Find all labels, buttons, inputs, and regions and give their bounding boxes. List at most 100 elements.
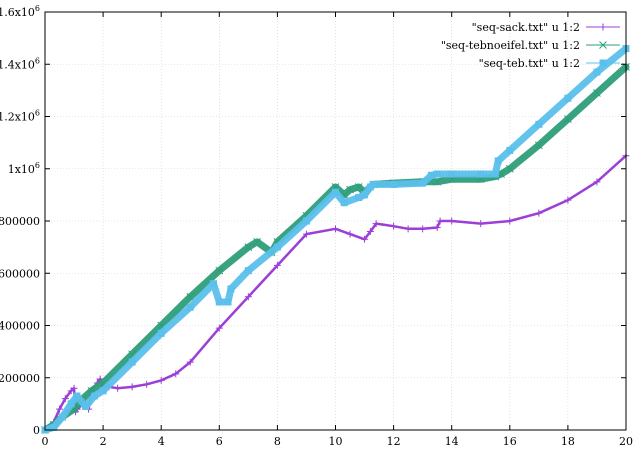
data-point — [433, 177, 442, 186]
data-point — [50, 423, 58, 431]
data-point — [215, 324, 223, 332]
data-point — [477, 170, 485, 178]
x-tick-label: 6 — [216, 435, 223, 448]
data-point — [419, 179, 427, 187]
data-point — [244, 267, 252, 275]
data-point — [244, 243, 253, 251]
data-point — [564, 196, 572, 204]
legend-label: "seq-sack.txt" u 1:2 — [472, 21, 580, 34]
data-point — [215, 266, 224, 275]
y-tick-label: 0 — [33, 424, 40, 437]
data-point — [227, 285, 235, 293]
legend-label: "seq-teb.txt" u 1:2 — [479, 57, 580, 70]
data-point — [372, 220, 380, 228]
legend: "seq-sack.txt" u 1:2 "seq-tebnoeifel.txt"… — [441, 21, 620, 70]
x-tick-label: 4 — [158, 435, 165, 448]
y-tick-label: 200000 — [0, 372, 40, 385]
data-point — [448, 170, 456, 178]
data-point — [433, 224, 441, 232]
data-point — [506, 146, 514, 154]
y-tick-label: 1.4x106 — [0, 56, 40, 71]
x-tick-label: 16 — [503, 435, 517, 448]
data-point — [70, 384, 78, 392]
data-point — [273, 261, 281, 269]
data-point — [390, 222, 398, 230]
data-point — [215, 298, 223, 306]
x-tick-label: 0 — [42, 435, 49, 448]
data-point — [302, 217, 310, 225]
data-point — [491, 170, 499, 178]
x-tick-label: 12 — [387, 435, 401, 448]
data-point — [505, 164, 514, 173]
data-point — [419, 225, 427, 233]
data-point — [114, 384, 122, 392]
legend-marker — [599, 41, 607, 49]
data-point — [477, 220, 485, 228]
grid — [45, 12, 626, 430]
data-point — [157, 376, 165, 384]
data-point — [340, 199, 348, 207]
data-point — [593, 89, 601, 97]
data-point — [128, 358, 136, 366]
data-point — [346, 230, 354, 238]
y-tick-label: 1.2x106 — [0, 109, 40, 124]
data-point — [82, 402, 90, 410]
data-point — [186, 303, 194, 311]
data-point — [224, 298, 232, 306]
x-tick-label: 14 — [445, 435, 459, 448]
data-point — [361, 235, 369, 243]
data-point — [448, 217, 456, 225]
data-point — [61, 395, 69, 403]
data-point — [564, 94, 572, 102]
data-point — [494, 157, 502, 165]
data-point — [390, 180, 398, 188]
data-point — [332, 188, 339, 196]
y-tick-label: 1.6x106 — [0, 4, 40, 19]
ticks: 0 2 4 6 8 10 12 14 16 18 20 0 200000 400000 600000 8000… — [0, 4, 633, 448]
data-point — [273, 243, 281, 251]
legend-label: "seq-tebnoeifel.txt" u 1:2 — [441, 39, 580, 52]
data-point — [302, 230, 310, 238]
data-point — [593, 68, 601, 76]
data-point — [535, 209, 543, 217]
data-point — [73, 392, 81, 400]
data-point — [436, 217, 444, 225]
data-point — [99, 387, 107, 395]
legend-marker — [599, 59, 607, 67]
data-point — [186, 358, 194, 366]
y-tick-label: 1x106 — [8, 161, 40, 176]
x-tick-label: 10 — [329, 435, 343, 448]
data-point — [346, 185, 354, 194]
data-point — [186, 292, 195, 301]
data-point — [355, 193, 363, 201]
data-point — [427, 171, 435, 179]
data-point — [369, 180, 377, 188]
data-point — [332, 225, 339, 233]
data-point — [404, 225, 412, 233]
data-point — [128, 383, 136, 391]
x-tick-label: 2 — [100, 435, 107, 448]
data-point — [366, 227, 374, 235]
data-point — [535, 120, 543, 128]
data-point — [56, 405, 64, 413]
data-point — [534, 141, 543, 150]
data-point — [67, 400, 75, 408]
data-point — [564, 115, 572, 123]
y-tick-label: 800000 — [0, 215, 40, 228]
y-tick-label: 600000 — [0, 267, 40, 280]
legend-marker — [599, 23, 607, 31]
data-point — [593, 178, 601, 186]
x-tick-label: 18 — [561, 435, 575, 448]
data-point — [209, 280, 217, 288]
data-point — [143, 380, 151, 388]
x-tick-label: 8 — [274, 435, 281, 448]
data-point — [157, 329, 165, 337]
y-tick-label: 400000 — [0, 320, 40, 333]
data-point — [172, 370, 180, 378]
data-point — [244, 293, 252, 301]
data-point — [506, 217, 514, 225]
data-point — [253, 238, 261, 246]
data-point — [58, 413, 66, 421]
x-tick-label: 20 — [619, 435, 633, 448]
